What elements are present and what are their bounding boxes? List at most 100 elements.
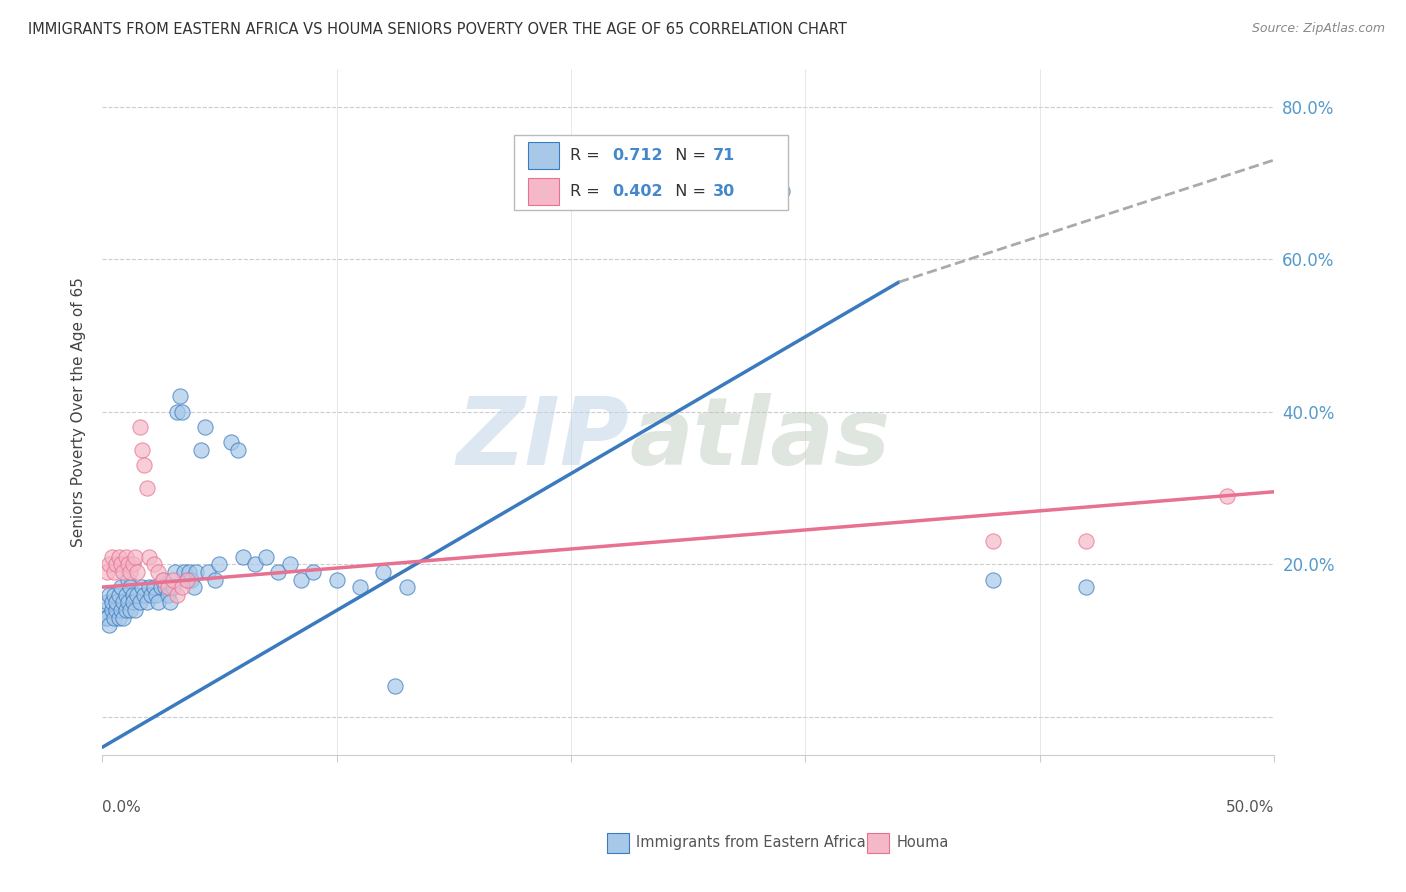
Text: atlas: atlas xyxy=(630,393,891,485)
Point xyxy=(128,420,150,434)
Point xyxy=(110,558,132,572)
Text: R =: R = xyxy=(569,184,605,199)
Text: N =: N = xyxy=(665,148,711,163)
Point xyxy=(145,588,167,602)
Point xyxy=(142,580,165,594)
Point xyxy=(124,603,146,617)
Point xyxy=(138,580,160,594)
Point xyxy=(112,565,135,579)
Point xyxy=(325,573,347,587)
Point xyxy=(349,580,371,594)
Point xyxy=(121,588,143,602)
Point xyxy=(141,588,163,602)
Point xyxy=(384,679,406,693)
Point xyxy=(105,558,128,572)
Point xyxy=(148,595,170,609)
Point xyxy=(162,580,184,594)
Point xyxy=(159,595,181,609)
Point xyxy=(163,565,186,579)
Point xyxy=(114,549,136,564)
Point xyxy=(98,588,121,602)
Point xyxy=(96,595,118,609)
Point xyxy=(176,573,198,587)
Point xyxy=(121,595,143,609)
Point xyxy=(96,610,118,624)
Point xyxy=(114,603,136,617)
Text: N =: N = xyxy=(665,184,711,199)
Point xyxy=(105,603,128,617)
Point xyxy=(166,405,188,419)
Point xyxy=(117,595,139,609)
Point xyxy=(166,588,188,602)
Text: IMMIGRANTS FROM EASTERN AFRICA VS HOUMA SENIORS POVERTY OVER THE AGE OF 65 CORRE: IMMIGRANTS FROM EASTERN AFRICA VS HOUMA … xyxy=(28,22,846,37)
Point xyxy=(98,618,121,632)
Point xyxy=(120,565,142,579)
Point xyxy=(131,580,153,594)
Text: 50.0%: 50.0% xyxy=(1226,799,1274,814)
Point xyxy=(173,565,195,579)
Point xyxy=(254,549,277,564)
Point xyxy=(1076,580,1098,594)
Point xyxy=(93,603,115,617)
Point xyxy=(226,442,249,457)
Point xyxy=(135,595,157,609)
Point xyxy=(124,549,146,564)
Point xyxy=(110,580,132,594)
Text: 0.402: 0.402 xyxy=(612,184,662,199)
Point xyxy=(103,588,125,602)
Point xyxy=(100,603,122,617)
Point xyxy=(114,588,136,602)
Point xyxy=(278,558,301,572)
Point xyxy=(395,580,418,594)
Point xyxy=(162,573,184,587)
Point xyxy=(208,558,231,572)
Point xyxy=(267,565,290,579)
Point xyxy=(103,610,125,624)
Point xyxy=(152,573,174,587)
Text: R =: R = xyxy=(569,148,605,163)
Point xyxy=(98,558,121,572)
Point xyxy=(981,573,1004,587)
Point xyxy=(197,565,219,579)
Point xyxy=(770,184,793,198)
Point xyxy=(96,565,118,579)
Point xyxy=(176,573,198,587)
Point xyxy=(100,595,122,609)
Point xyxy=(190,442,212,457)
Text: 0.0%: 0.0% xyxy=(103,799,141,814)
Point xyxy=(131,442,153,457)
Text: 71: 71 xyxy=(713,148,735,163)
Point xyxy=(169,389,191,403)
Text: 30: 30 xyxy=(713,184,735,199)
Point xyxy=(105,595,128,609)
Text: 0.712: 0.712 xyxy=(612,148,662,163)
Point xyxy=(204,573,226,587)
Point xyxy=(1216,489,1239,503)
Point xyxy=(107,610,129,624)
Point xyxy=(117,573,139,587)
Point xyxy=(93,610,115,624)
Point xyxy=(156,588,179,602)
Point xyxy=(127,588,149,602)
Point xyxy=(148,565,170,579)
Point xyxy=(107,549,129,564)
Point xyxy=(156,580,179,594)
Point xyxy=(1076,534,1098,549)
Point xyxy=(183,580,205,594)
Point xyxy=(128,595,150,609)
Point xyxy=(232,549,254,564)
Point xyxy=(184,565,207,579)
Point xyxy=(149,580,172,594)
Point xyxy=(120,580,142,594)
Point xyxy=(134,588,156,602)
Point xyxy=(112,610,135,624)
Point xyxy=(110,603,132,617)
Point xyxy=(170,405,193,419)
Point xyxy=(373,565,395,579)
Text: Source: ZipAtlas.com: Source: ZipAtlas.com xyxy=(1251,22,1385,36)
Point xyxy=(243,558,266,572)
Y-axis label: Seniors Poverty Over the Age of 65: Seniors Poverty Over the Age of 65 xyxy=(72,277,86,547)
Point xyxy=(170,580,193,594)
Point xyxy=(152,573,174,587)
Point xyxy=(194,420,217,434)
